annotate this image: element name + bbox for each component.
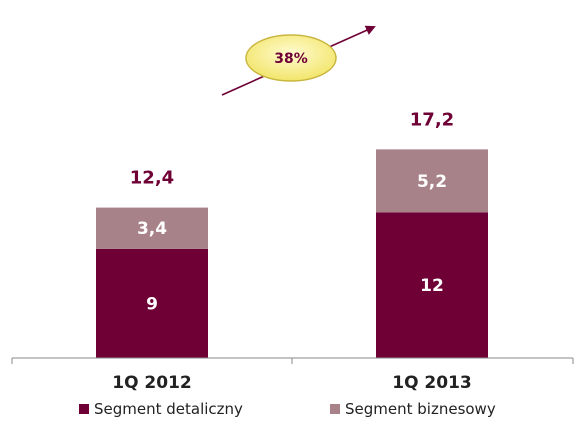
- category-label-1q-2013: 1Q 2013: [392, 373, 472, 393]
- legend: Segment detaliczny Segment biznesowy: [79, 400, 496, 418]
- growth-badge: [245, 34, 337, 82]
- legend-label-detaliczny: Segment detaliczny: [94, 400, 243, 418]
- legend-swatch-biznesowy: [330, 404, 340, 414]
- category-label-1q-2012: 1Q 2012: [112, 373, 192, 393]
- total-label-1q-2012: 12,4: [130, 168, 174, 189]
- bar-1q-2012-segment-biznesowy: [96, 207, 208, 249]
- growth-badge-label: 38%: [274, 51, 308, 67]
- value-label-1q-2013-segment-biznesowy: 5,2: [417, 172, 447, 192]
- value-label-1q-2012-segment-biznesowy: 3,4: [137, 219, 167, 239]
- legend-label-biznesowy: Segment biznesowy: [345, 400, 496, 418]
- legend-swatch-detaliczny: [79, 404, 89, 414]
- total-label-1q-2013: 17,2: [410, 109, 454, 130]
- category-labels-group: 1Q 2012 1Q 2013: [112, 373, 472, 393]
- value-label-1q-2012-segment-detaliczny: 9: [146, 294, 158, 314]
- value-label-1q-2013-segment-detaliczny: 12: [420, 276, 444, 296]
- bar-1q-2013-segment-biznesowy: [376, 149, 488, 213]
- bar-1q-2013-segment-detaliczny: [376, 212, 488, 358]
- bars-group: [96, 149, 488, 358]
- bar-1q-2012-segment-detaliczny: [96, 248, 208, 358]
- total-labels-group: 12,4 17,2: [130, 109, 454, 188]
- segment-labels-group: 9 3,4 12 5,2: [137, 172, 447, 315]
